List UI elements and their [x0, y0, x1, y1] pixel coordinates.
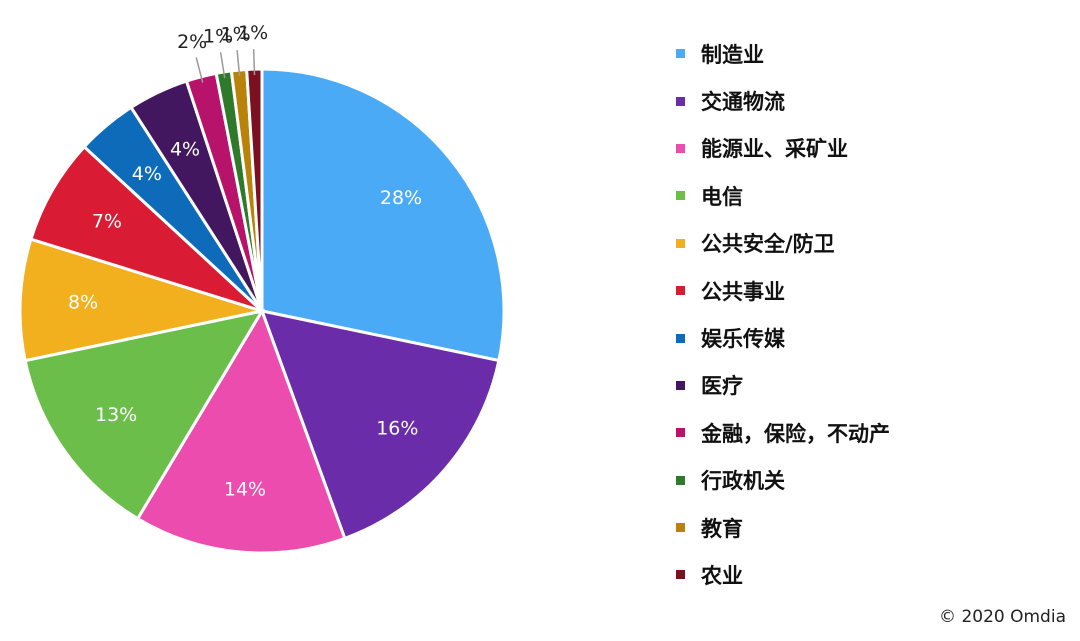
slice-value-label: 2%	[177, 31, 207, 53]
pie-svg: 28%16%14%13%8%7%4%4%2%1%1%1%	[18, 22, 506, 555]
pie-chart: 28% 16% 14% 13% 8% 7% 4% 4% 2% 1% 1% 1%	[18, 22, 506, 555]
pie-slice	[260, 67, 506, 363]
slice-value-label: 14%	[224, 478, 266, 500]
slice-value-label: 4%	[132, 163, 162, 185]
pie-slice	[259, 308, 501, 541]
legend-label: 农业	[701, 563, 743, 588]
slice-value-label: 16%	[376, 417, 418, 439]
slice-value-label: 4%	[170, 138, 200, 160]
leader-line	[219, 52, 226, 79]
legend-swatch	[676, 475, 685, 485]
legend-label: 公共事业	[701, 279, 785, 304]
legend-swatch	[676, 96, 685, 106]
legend-swatch	[676, 523, 685, 533]
legend-swatch	[676, 570, 685, 580]
legend-swatch	[676, 286, 685, 296]
leader-line	[236, 50, 241, 77]
legend-label: 教育	[701, 516, 743, 541]
legend-swatch	[676, 428, 685, 438]
pie-slice	[23, 308, 266, 521]
legend-item: 教育	[676, 504, 1076, 551]
copyright-credit: © 2020 Omdia	[939, 607, 1066, 627]
legend-label: 制造业	[701, 42, 764, 67]
legend-label: 公共安全/防卫	[701, 232, 835, 257]
legend-item: 娱乐传媒	[676, 314, 1076, 361]
slice-value-label: 1%	[220, 23, 250, 45]
slice-value-label: 7%	[92, 210, 122, 232]
legend-label: 娱乐传媒	[701, 327, 785, 352]
leader-line	[195, 57, 204, 83]
slice-value-label: 28%	[380, 187, 422, 209]
legend-item: 交通物流	[676, 77, 1076, 124]
legend-swatch	[676, 191, 685, 201]
legend-swatch	[676, 380, 685, 390]
legend-item: 制造业	[676, 30, 1076, 77]
legend-label: 医疗	[701, 374, 743, 399]
legend-item: 公共安全/防卫	[676, 220, 1076, 267]
legend-label: 行政机关	[701, 469, 785, 494]
legend-swatch	[676, 49, 685, 59]
legend-swatch	[676, 238, 685, 248]
legend-label: 交通物流	[701, 90, 785, 115]
legend-label: 电信	[701, 184, 743, 209]
legend-item: 能源业、采矿业	[676, 125, 1076, 172]
leader-line	[252, 49, 256, 76]
legend-item: 农业	[676, 551, 1076, 598]
legend-swatch	[676, 143, 685, 153]
legend-item: 电信	[676, 172, 1076, 219]
legend-label: 金融，保险，不动产	[701, 421, 890, 446]
pie-slice	[29, 144, 264, 313]
slice-value-label: 1%	[238, 22, 268, 44]
slice-value-label: 1%	[203, 25, 233, 47]
legend-item: 行政机关	[676, 457, 1076, 504]
legend-item: 医疗	[676, 362, 1076, 409]
legend-label: 能源业、采矿业	[701, 137, 848, 162]
slice-value-label: 8%	[68, 291, 98, 313]
legend-item: 公共事业	[676, 267, 1076, 314]
pie-slice	[135, 307, 347, 555]
slice-value-label: 13%	[95, 404, 137, 426]
legend-swatch	[676, 333, 685, 343]
pie-slice	[18, 237, 268, 363]
legend: 制造业交通物流能源业、采矿业 电信公共安全/防卫 公共事业娱乐传媒医疗金融，保险，不…	[676, 30, 1076, 599]
legend-item: 金融，保险，不动产	[676, 409, 1076, 456]
